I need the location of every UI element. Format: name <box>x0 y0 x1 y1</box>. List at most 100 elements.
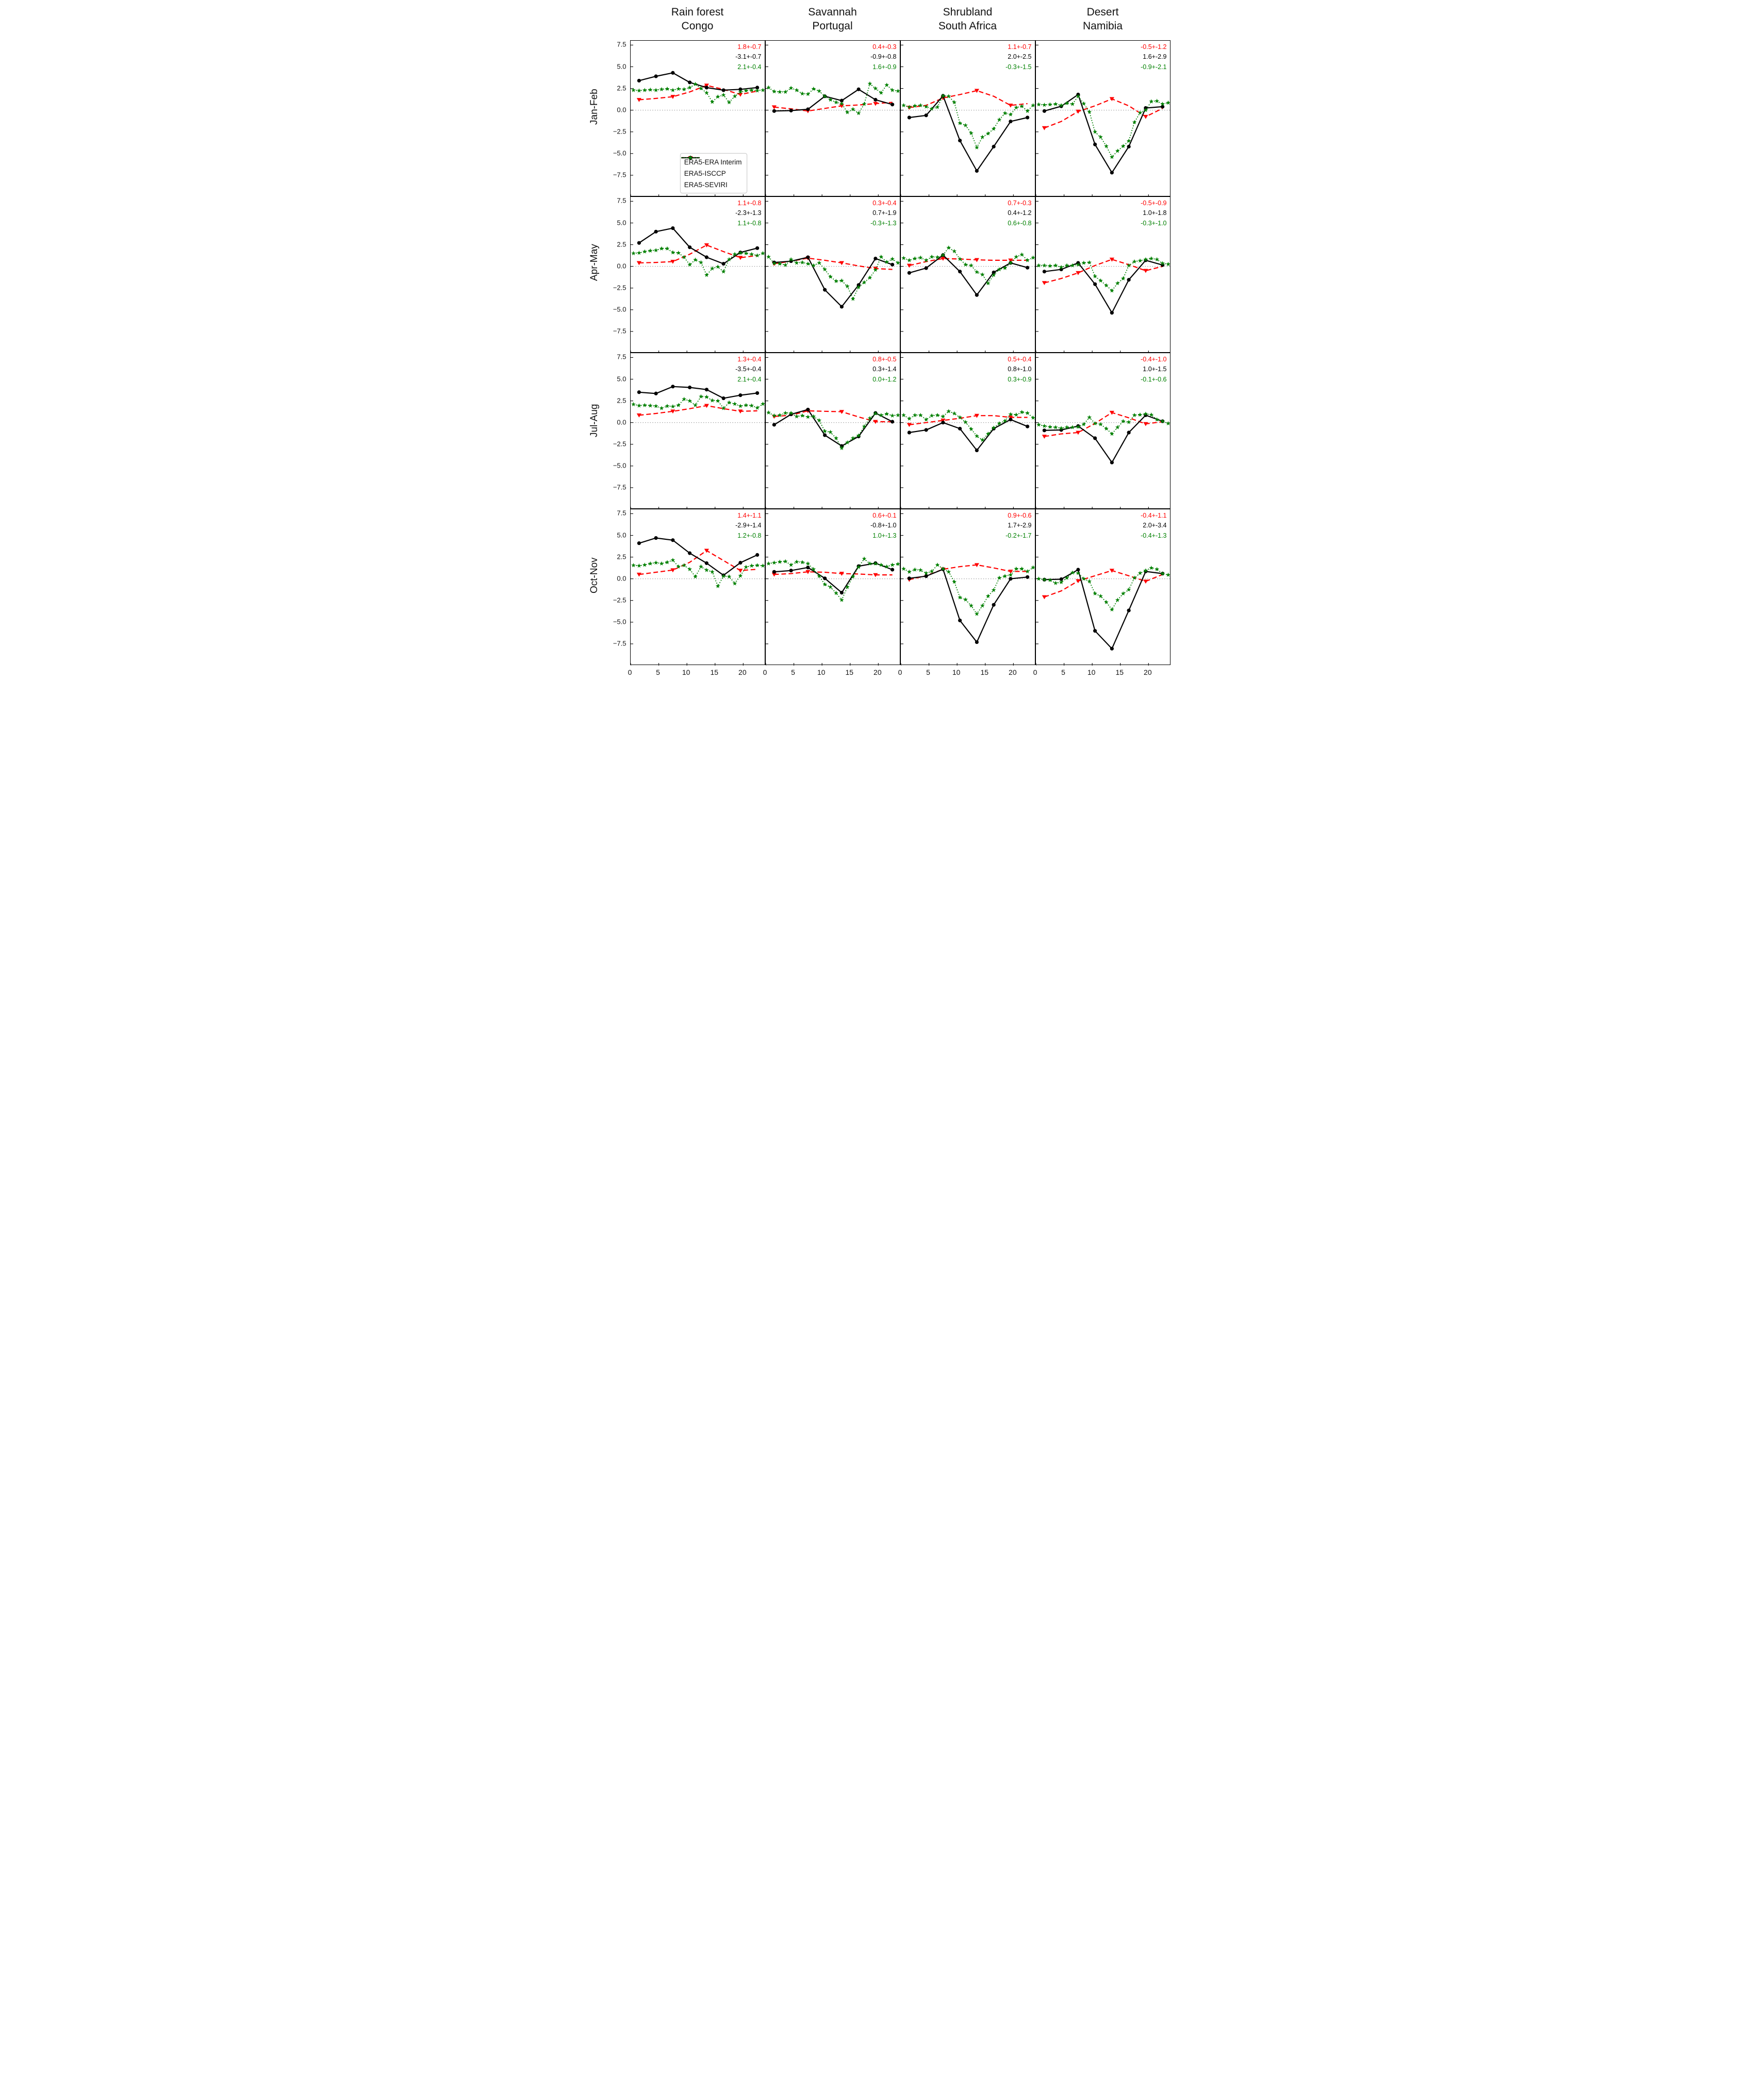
era5-isccp-marker <box>958 618 962 623</box>
era5-seviri-marker <box>675 251 681 255</box>
annotation-era5-era-interim: -0.4+-1.0 <box>1141 356 1167 363</box>
era5-seviri-marker <box>929 413 934 418</box>
era5-isccp-marker <box>805 407 810 412</box>
x-axis-tick-label: 20 <box>738 668 747 676</box>
era5-seviri-marker <box>687 567 692 571</box>
panel-plot-area <box>630 201 766 353</box>
era5-isccp-line <box>638 72 757 91</box>
chart-panel-jan-feb-col3: 1.1+-0.7 2.0+-2.5 -0.3+-1.5 <box>900 40 1036 197</box>
era5-seviri-marker <box>924 104 928 109</box>
era5-seviri-marker <box>704 90 709 95</box>
era5-era-interim-marker <box>1143 269 1148 273</box>
era5-seviri-marker <box>1042 577 1047 582</box>
era5-isccp-marker <box>1025 266 1029 270</box>
era5-isccp-line <box>773 562 893 594</box>
era5-seviri-marker <box>856 111 861 115</box>
era5-isccp-marker <box>704 561 708 565</box>
era5-era-interim-marker <box>1075 109 1080 114</box>
era5-seviri-marker <box>946 245 951 250</box>
era5-era-interim-marker <box>636 98 641 102</box>
era5-era-interim-marker <box>1075 271 1080 275</box>
chart-panel-apr-may-col4: -0.5+-0.9 1.0+-1.8 -0.3+-1.0 <box>1035 196 1171 353</box>
era5-seviri-marker <box>749 88 754 92</box>
era5-era-interim-marker <box>704 549 709 553</box>
era5-seviri-marker <box>1092 421 1097 426</box>
era5-seviri-marker <box>1143 568 1148 573</box>
era5-seviri-marker <box>867 561 872 566</box>
era5-seviri-marker <box>884 259 889 264</box>
era5-seviri-marker <box>856 433 861 438</box>
era5-seviri-marker <box>800 260 804 264</box>
panel-annotations: 0.5+-0.4 0.8+-1.0 0.3+-0.9 <box>1008 355 1031 385</box>
era5-seviri-marker <box>1115 148 1120 153</box>
chart-panel-oct-nov-col1: 1.4+-1.1 -2.9+-1.4 1.2+-0.8 <box>630 509 766 666</box>
era5-seviri-marker <box>1160 419 1165 423</box>
annotation-era5-era-interim: 1.4+-1.1 <box>737 512 762 519</box>
era5-seviri-marker <box>957 415 962 420</box>
x-axis-tick-label: 5 <box>926 668 930 676</box>
era5-isccp-marker <box>687 385 691 390</box>
x-axis-tick-label: 5 <box>656 668 660 676</box>
era5-seviri-marker <box>738 251 743 255</box>
era5-seviri-marker <box>867 275 872 280</box>
era5-seviri-marker <box>862 556 866 561</box>
chart-panel-jul-aug-col2: 0.8+-0.5 0.3+-1.4 0.0+-1.2 <box>765 353 901 509</box>
era5-seviri-marker <box>924 417 928 422</box>
era5-seviri-marker <box>754 563 760 568</box>
era5-seviri-marker <box>693 574 698 579</box>
era5-isccp-marker <box>789 569 793 573</box>
era5-seviri-marker <box>642 88 647 92</box>
era5-seviri-marker <box>1070 102 1075 106</box>
era5-seviri-marker <box>1154 257 1159 261</box>
y-axis-tick-label: 7.5 <box>617 509 627 517</box>
era5-era-interim-marker <box>636 413 641 418</box>
era5-isccp-marker <box>1127 144 1131 148</box>
era5-seviri-marker <box>659 87 664 91</box>
era5-era-interim-marker <box>1143 114 1148 119</box>
annotation-era5-era-interim: 0.5+-0.4 <box>1008 356 1032 363</box>
era5-isccp-marker <box>704 388 708 392</box>
era5-isccp-line <box>909 254 1028 296</box>
legend-label: ERA5-SEVIRI <box>684 180 728 189</box>
era5-seviri-marker <box>721 269 726 274</box>
x-axis-tick-label: 20 <box>873 668 882 676</box>
era5-seviri-marker <box>828 274 833 279</box>
annotation-era5-seviri: 1.2+-0.8 <box>737 532 762 539</box>
era5-isccp-line <box>909 419 1028 452</box>
era5-seviri-marker <box>648 403 653 408</box>
chart-panel-jan-feb-col2: 0.4+-0.3 -0.9+-0.8 1.6+-0.9 <box>765 40 901 197</box>
era5-seviri-marker <box>1165 421 1170 426</box>
era5-seviri-marker <box>980 272 985 277</box>
panel-plot-area <box>1035 513 1171 666</box>
era5-seviri-marker <box>935 562 939 567</box>
era5-seviri-marker <box>1042 263 1047 268</box>
era5-seviri-marker <box>929 569 934 574</box>
era5-seviri-marker <box>760 251 765 256</box>
era5-seviri-marker <box>1103 600 1109 604</box>
era5-era-interim-marker <box>906 263 912 268</box>
era5-seviri-marker <box>845 585 850 589</box>
era5-seviri-marker <box>1081 422 1086 426</box>
era5-seviri-marker <box>822 94 827 98</box>
era5-isccp-marker <box>721 88 726 92</box>
era5-seviri-marker <box>1137 110 1142 115</box>
era5-era-interim-line <box>638 405 757 416</box>
panel-annotations: -0.4+-1.0 1.0+-1.5 -0.1+-0.6 <box>1141 355 1166 385</box>
era5-seviri-marker <box>889 88 895 92</box>
panel-plot-area <box>765 357 901 509</box>
era5-seviri-marker <box>1098 278 1103 283</box>
era5-seviri-marker <box>895 89 900 93</box>
era5-isccp-marker <box>907 430 911 435</box>
era5-seviri-marker <box>867 81 872 86</box>
era5-isccp-marker <box>1127 430 1131 435</box>
era5-seviri-marker <box>828 429 833 434</box>
era5-seviri-marker <box>1036 576 1041 581</box>
era5-seviri-marker <box>850 296 855 301</box>
era5-era-interim-marker <box>670 260 675 264</box>
era5-seviri-marker <box>1002 111 1007 115</box>
era5-seviri-marker <box>951 99 957 105</box>
era5-isccp-marker <box>687 80 691 85</box>
era5-isccp-marker <box>958 270 962 274</box>
era5-isccp-marker <box>907 576 911 580</box>
era5-isccp-marker <box>1076 568 1080 572</box>
